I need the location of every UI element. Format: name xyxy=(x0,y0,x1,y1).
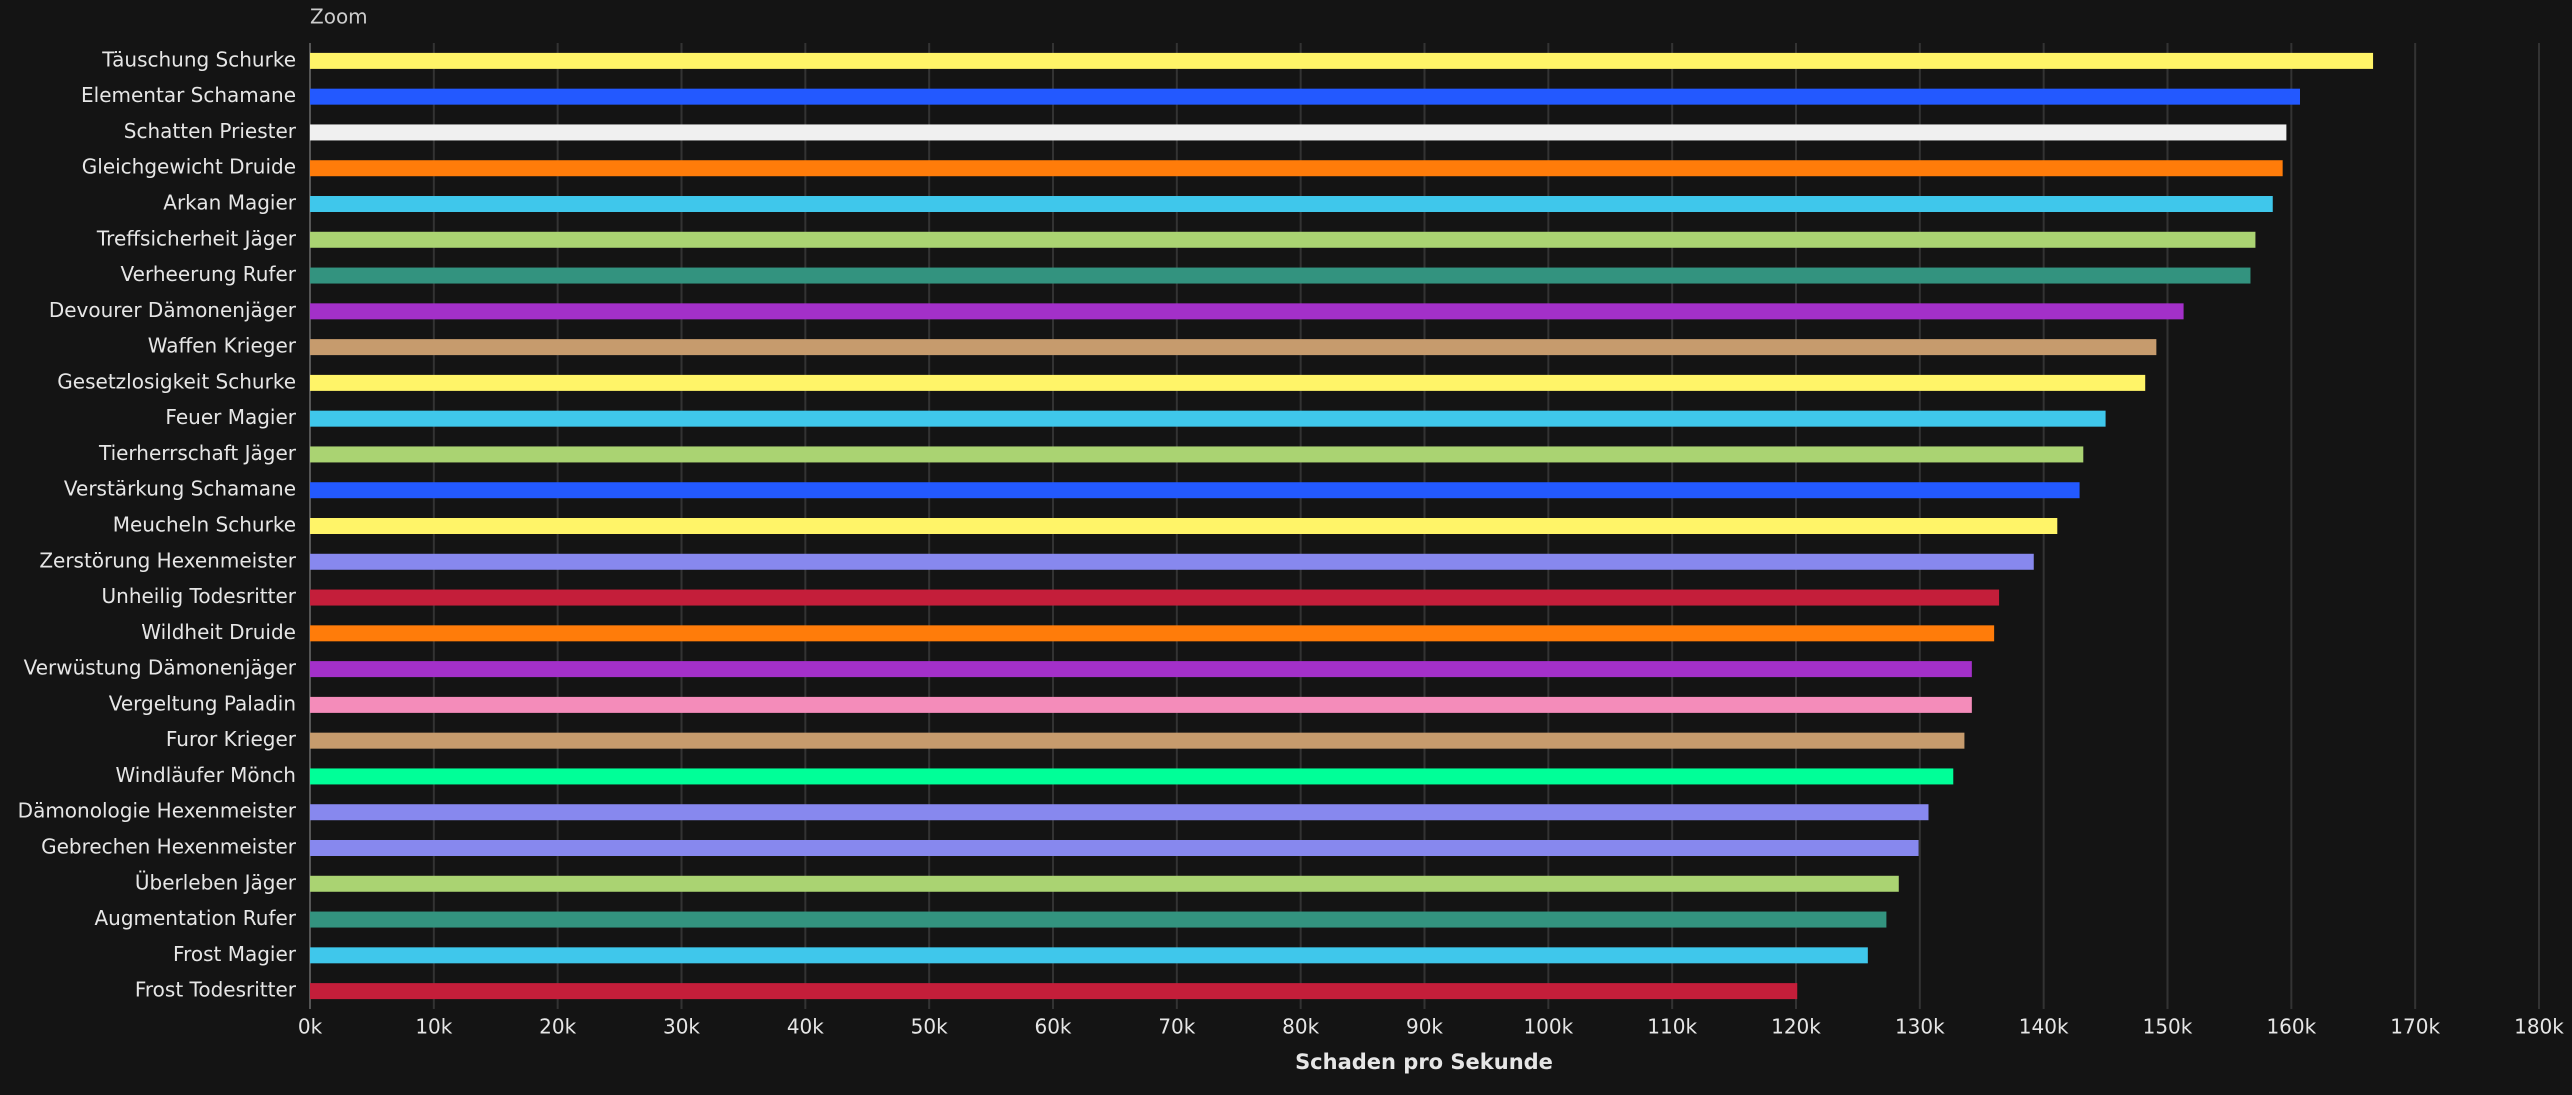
y-tick-label: Täuschung Schurke xyxy=(101,47,296,71)
x-tick-label: 50k xyxy=(911,1015,948,1039)
y-tick-label: Verstärkung Schamane xyxy=(64,477,296,501)
bar xyxy=(310,124,2287,141)
x-tick-label: 150k xyxy=(2143,1015,2193,1039)
y-tick-label: Gesetzlosigkeit Schurke xyxy=(57,369,296,393)
x-tick-label: 120k xyxy=(1771,1015,1821,1039)
x-tick-label: 90k xyxy=(1406,1015,1443,1039)
y-tick-label: Arkan Magier xyxy=(163,191,296,215)
bar xyxy=(310,231,2256,248)
y-tick-label: Überleben Jäger xyxy=(135,870,297,894)
x-tick-label: 110k xyxy=(1647,1015,1697,1039)
y-tick-label: Feuer Magier xyxy=(165,405,296,429)
bar xyxy=(310,303,2184,320)
y-tick-label: Verheerung Rufer xyxy=(121,262,297,286)
bar xyxy=(310,88,2301,105)
bar xyxy=(310,768,1954,785)
bar xyxy=(310,339,2157,356)
bar xyxy=(310,911,1887,928)
x-tick-label: 10k xyxy=(415,1015,452,1039)
bar xyxy=(310,518,2058,534)
bar xyxy=(310,267,2251,284)
y-tick-label: Windläufer Mönch xyxy=(115,763,296,787)
y-tick-label: Vergeltung Paladin xyxy=(109,691,296,715)
x-tick-label: 170k xyxy=(2390,1015,2440,1039)
y-tick-label: Gleichgewicht Druide xyxy=(82,155,296,179)
bar xyxy=(310,446,2084,463)
y-tick-label: Zerstörung Hexenmeister xyxy=(39,548,296,572)
x-tick-label: 130k xyxy=(1895,1015,1945,1039)
bar xyxy=(310,947,1868,964)
y-tick-label: Waffen Krieger xyxy=(148,334,297,358)
bar xyxy=(310,983,1798,1000)
y-tick-label: Verwüstung Dämonenjäger xyxy=(24,656,297,680)
y-tick-label: Meucheln Schurke xyxy=(113,513,296,537)
bar xyxy=(310,804,1929,821)
x-tick-label: 140k xyxy=(2019,1015,2069,1039)
bar xyxy=(310,196,2273,212)
y-tick-label: Schatten Priester xyxy=(124,119,297,143)
x-tick-label: 180k xyxy=(2514,1015,2564,1039)
bar xyxy=(310,875,1899,892)
bar xyxy=(310,374,2146,391)
bar xyxy=(310,625,1995,642)
bar xyxy=(310,553,2034,570)
y-tick-label: Gebrechen Hexenmeister xyxy=(41,835,297,859)
bar xyxy=(310,410,2106,427)
x-tick-label: 0k xyxy=(298,1015,323,1039)
y-tick-label: Frost Todesritter xyxy=(135,978,297,1002)
bar xyxy=(310,732,1965,749)
y-tick-label: Dämonologie Hexenmeister xyxy=(18,799,297,823)
y-tick-label: Elementar Schamane xyxy=(81,83,296,107)
zoom-label[interactable]: Zoom xyxy=(310,5,368,29)
x-tick-label: 40k xyxy=(787,1015,824,1039)
bar xyxy=(310,52,2374,69)
bar xyxy=(310,482,2080,499)
y-tick-label: Wildheit Druide xyxy=(141,620,296,644)
x-tick-label: 60k xyxy=(1034,1015,1071,1039)
bar xyxy=(310,696,1972,713)
x-tick-label: 100k xyxy=(1523,1015,1573,1039)
y-tick-label: Tierherrschaft Jäger xyxy=(98,441,297,465)
x-tick-label: 160k xyxy=(2266,1015,2316,1039)
x-tick-label: 20k xyxy=(539,1015,576,1039)
y-tick-label: Treffsicherheit Jäger xyxy=(96,226,297,250)
x-axis-title: Schaden pro Sekunde xyxy=(1295,1050,1553,1074)
y-tick-label: Augmentation Rufer xyxy=(94,906,296,930)
bar xyxy=(310,661,1972,678)
y-tick-label: Unheilig Todesritter xyxy=(102,584,297,608)
bar xyxy=(310,160,2283,177)
y-tick-label: Furor Krieger xyxy=(166,727,297,751)
bar xyxy=(310,589,2000,606)
x-tick-label: 80k xyxy=(1282,1015,1319,1039)
y-tick-label: Frost Magier xyxy=(173,942,297,966)
x-tick-label: 70k xyxy=(1158,1015,1195,1039)
bar xyxy=(310,840,1919,856)
x-tick-label: 30k xyxy=(663,1015,700,1039)
y-tick-label: Devourer Dämonenjäger xyxy=(49,298,297,322)
